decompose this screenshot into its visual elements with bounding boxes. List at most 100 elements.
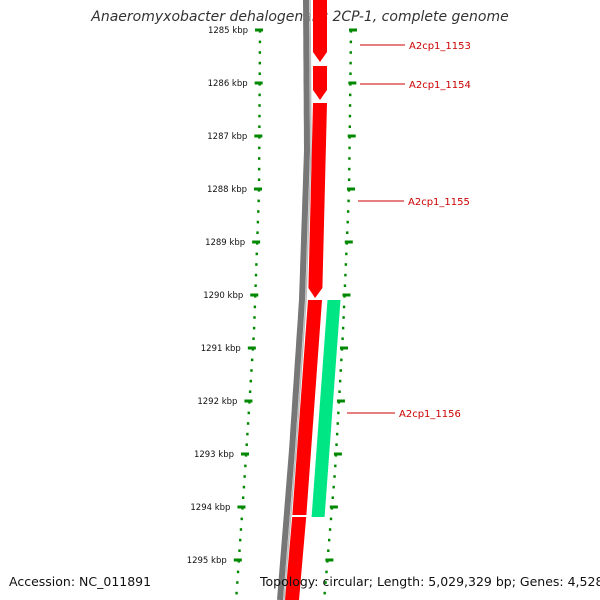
position-tick-label: 1291 kbp — [201, 344, 241, 354]
inner-minor-tick — [348, 125, 352, 128]
outer-minor-tick — [254, 273, 258, 277]
position-tick-label: 1286 kbp — [208, 79, 248, 89]
outer-minor-tick — [244, 464, 247, 468]
gene-label[interactable]: A2cp1_1155 — [408, 197, 470, 208]
inner-minor-tick — [329, 517, 333, 521]
inner-minor-tick — [349, 93, 352, 97]
outer-minor-tick — [253, 305, 257, 309]
outer-major-tick — [237, 505, 246, 509]
outer-minor-tick — [250, 369, 253, 372]
gene-feature[interactable] — [313, 66, 327, 100]
outer-minor-tick — [258, 114, 261, 118]
outer-minor-tick — [246, 422, 250, 425]
gene-feature[interactable] — [292, 300, 322, 515]
outer-minor-tick — [239, 528, 243, 531]
inner-minor-tick — [335, 432, 339, 436]
inner-major-tick — [349, 28, 357, 32]
map-title: Anaeromyxobacter dehalogenans 2CP-1, com… — [91, 9, 509, 25]
outer-minor-tick — [257, 199, 260, 203]
inner-minor-tick — [342, 305, 346, 309]
inner-minor-tick — [346, 210, 350, 213]
inner-minor-tick — [334, 464, 337, 468]
gene-label[interactable]: A2cp1_1156 — [399, 409, 461, 420]
gene-label-track: A2cp1_1153 A2cp1_1154 A2cp1_1155 A2cp1_1156 — [347, 41, 471, 420]
position-tick-label: 1287 kbp — [207, 132, 247, 142]
gene-label[interactable]: A2cp1_1154 — [409, 80, 471, 91]
inner-minor-tick — [349, 72, 352, 75]
outer-minor-tick — [250, 358, 254, 362]
accession-value: NC_011891 — [79, 574, 152, 589]
inner-minor-tick — [348, 114, 352, 118]
gene-feature[interactable] — [285, 517, 307, 600]
inner-minor-tick — [345, 252, 348, 256]
inner-major-tick — [339, 346, 348, 350]
inner-minor-tick — [338, 379, 342, 383]
outer-minor-tick — [257, 210, 260, 213]
outer-major-tick — [250, 293, 259, 297]
outer-minor-tick — [253, 316, 256, 319]
outer-major-tick — [244, 399, 253, 403]
outer-minor-tick — [252, 326, 256, 330]
outer-minor-tick — [245, 443, 248, 446]
inner-minor-tick — [346, 231, 349, 234]
length-value: 5,029,329 bp — [428, 574, 512, 589]
outer-minor-tick — [252, 337, 255, 340]
inner-major-tick — [344, 240, 353, 244]
gene-label[interactable]: A2cp1_1153 — [409, 41, 471, 52]
genes-prefix: ; Genes: — [511, 574, 568, 589]
inner-minor-tick — [348, 104, 352, 107]
inner-minor-tick — [327, 549, 330, 552]
gene-feature[interactable] — [308, 103, 327, 298]
topology-prefix: Topology: — [260, 574, 323, 589]
inner-minor-tick — [349, 51, 352, 54]
outer-tick-track — [235, 30, 262, 595]
outer-minor-tick — [258, 146, 261, 150]
inner-minor-tick — [331, 496, 334, 499]
outer-minor-tick — [248, 390, 252, 393]
gene-feature[interactable] — [311, 300, 341, 517]
outer-minor-tick — [249, 379, 252, 383]
outer-minor-tick — [257, 167, 261, 171]
inner-major-tick — [347, 134, 356, 138]
inner-major-tick — [347, 187, 356, 191]
inner-minor-tick — [328, 528, 332, 531]
inner-minor-tick — [349, 61, 352, 65]
outer-major-tick — [254, 81, 263, 85]
accession-text: Accession: NC_011891 — [9, 574, 151, 589]
inner-minor-tick — [340, 358, 343, 362]
inner-minor-tick — [335, 443, 338, 446]
backbone-line — [277, 0, 311, 600]
outer-minor-tick — [236, 581, 239, 584]
position-tick-label: 1295 kbp — [187, 556, 227, 566]
inner-minor-tick — [348, 167, 351, 171]
outer-minor-tick — [239, 538, 242, 542]
inner-minor-tick — [342, 316, 345, 319]
genome-stats-text: Topology: circular; Length: 5,029,329 bp… — [260, 574, 600, 589]
outer-minor-tick — [258, 72, 261, 75]
outer-minor-tick — [256, 231, 259, 234]
inner-minor-tick — [343, 284, 347, 287]
outer-major-tick — [252, 240, 261, 244]
inner-minor-tick — [347, 178, 351, 181]
gene-feature[interactable] — [313, 0, 327, 62]
outer-minor-tick — [258, 157, 261, 160]
backbone-shadow — [283, 0, 312, 600]
inner-major-tick — [342, 293, 351, 297]
inner-minor-tick — [338, 390, 341, 393]
outer-minor-tick — [256, 220, 260, 224]
accession-prefix: Accession: — [9, 574, 80, 589]
outer-minor-tick — [247, 411, 250, 415]
inner-minor-tick — [348, 146, 351, 150]
position-tick-label: 1289 kbp — [205, 238, 245, 248]
outer-major-tick — [241, 452, 250, 456]
inner-minor-tick — [333, 475, 336, 478]
inner-minor-tick — [346, 220, 349, 224]
position-tick-label: 1293 kbp — [194, 450, 234, 460]
outer-minor-tick — [258, 125, 261, 128]
inner-major-tick — [336, 399, 345, 403]
position-tick-label: 1290 kbp — [203, 291, 243, 301]
outer-minor-tick — [243, 475, 246, 478]
gene-track — [285, 0, 341, 600]
inner-major-tick — [333, 452, 342, 456]
